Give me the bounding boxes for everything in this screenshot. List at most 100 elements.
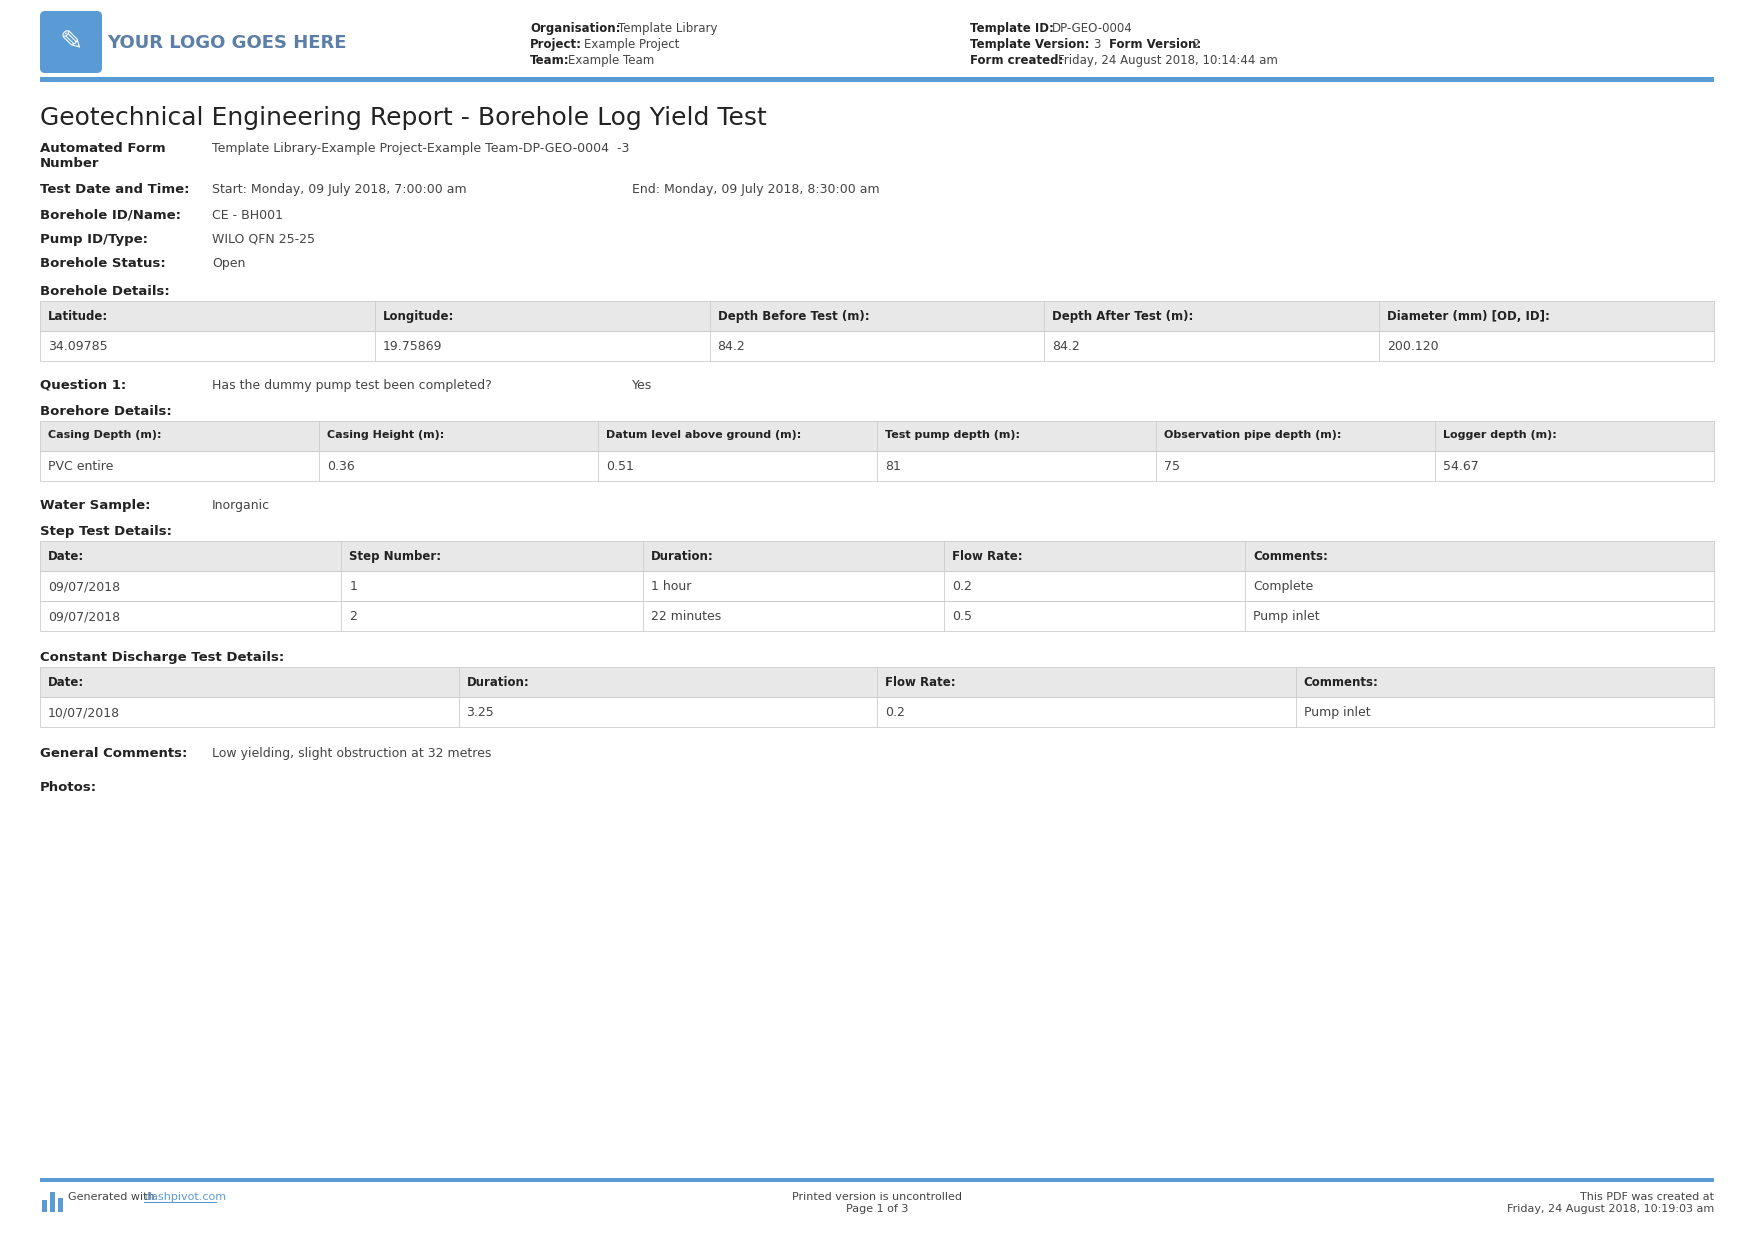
Text: 09/07/2018: 09/07/2018: [47, 610, 119, 622]
Text: Casing Height (m):: Casing Height (m):: [326, 430, 444, 440]
Bar: [58, 1198, 63, 1211]
Text: Borehole Status:: Borehole Status:: [40, 257, 165, 270]
Text: 1 hour: 1 hour: [651, 580, 691, 593]
Text: Latitude:: Latitude:: [47, 310, 109, 322]
Text: 09/07/2018: 09/07/2018: [47, 580, 119, 593]
Bar: [40, 570, 1714, 601]
Text: Start: Monday, 09 July 2018, 7:00:00 am: Start: Monday, 09 July 2018, 7:00:00 am: [212, 184, 467, 196]
Text: Template Version:: Template Version:: [970, 38, 1089, 51]
Text: 0.5: 0.5: [952, 610, 972, 622]
Text: Casing Depth (m):: Casing Depth (m):: [47, 430, 161, 440]
Bar: [40, 77, 1714, 82]
Text: 0.2: 0.2: [952, 580, 972, 593]
Text: Form Version:: Form Version:: [1109, 38, 1201, 51]
Text: This PDF was created at: This PDF was created at: [1580, 1192, 1714, 1202]
Bar: [40, 301, 1714, 331]
Text: Organisation:: Organisation:: [530, 22, 621, 35]
Text: 1: 1: [349, 580, 358, 593]
Text: Pump ID/Type:: Pump ID/Type:: [40, 233, 147, 246]
Text: Number: Number: [40, 157, 100, 170]
Text: Pump inlet: Pump inlet: [1303, 706, 1370, 719]
Text: Comments:: Comments:: [1254, 551, 1328, 563]
Text: WILO QFN 25-25: WILO QFN 25-25: [212, 233, 316, 246]
Bar: [40, 451, 1714, 481]
Text: Logger depth (m):: Logger depth (m):: [1444, 430, 1558, 440]
FancyBboxPatch shape: [40, 11, 102, 73]
Bar: [40, 541, 1714, 570]
Text: Template Library-Example Project-Example Team-DP-GEO-0004  -3: Template Library-Example Project-Example…: [212, 143, 630, 155]
Text: YOUR LOGO GOES HERE: YOUR LOGO GOES HERE: [107, 33, 347, 52]
Text: Team:: Team:: [530, 55, 570, 67]
Text: Friday, 24 August 2018, 10:14:44 am: Friday, 24 August 2018, 10:14:44 am: [1058, 55, 1279, 67]
Text: Complete: Complete: [1254, 580, 1314, 593]
Text: Low yielding, slight obstruction at 32 metres: Low yielding, slight obstruction at 32 m…: [212, 746, 491, 760]
Text: 3: 3: [1094, 38, 1109, 51]
Text: Friday, 24 August 2018, 10:19:03 am: Friday, 24 August 2018, 10:19:03 am: [1507, 1204, 1714, 1214]
Text: 54.67: 54.67: [1444, 460, 1479, 472]
Text: Duration:: Duration:: [651, 551, 714, 563]
Text: End: Monday, 09 July 2018, 8:30:00 am: End: Monday, 09 July 2018, 8:30:00 am: [631, 184, 879, 196]
Text: 84.2: 84.2: [717, 340, 745, 353]
Text: Date:: Date:: [47, 551, 84, 563]
Text: Example Team: Example Team: [568, 55, 654, 67]
Text: Inorganic: Inorganic: [212, 498, 270, 512]
Text: CE - BH001: CE - BH001: [212, 210, 282, 222]
Text: Question 1:: Question 1:: [40, 379, 126, 392]
Text: Step Number:: Step Number:: [349, 551, 442, 563]
Text: Depth After Test (m):: Depth After Test (m):: [1052, 310, 1194, 322]
Text: Pump inlet: Pump inlet: [1254, 610, 1321, 622]
Text: Yes: Yes: [631, 379, 652, 392]
Text: 75: 75: [1165, 460, 1180, 472]
Text: Water Sample:: Water Sample:: [40, 498, 151, 512]
Text: Borehole ID/Name:: Borehole ID/Name:: [40, 210, 181, 222]
Text: 10/07/2018: 10/07/2018: [47, 706, 119, 719]
Text: 84.2: 84.2: [1052, 340, 1080, 353]
Text: General Comments:: General Comments:: [40, 746, 188, 760]
Text: Photos:: Photos:: [40, 781, 96, 794]
Text: 34.09785: 34.09785: [47, 340, 107, 353]
Text: 0.36: 0.36: [326, 460, 354, 472]
Text: Longitude:: Longitude:: [382, 310, 454, 322]
Text: Flow Rate:: Flow Rate:: [952, 551, 1023, 563]
Text: Has the dummy pump test been completed?: Has the dummy pump test been completed?: [212, 379, 491, 392]
Text: 22 minutes: 22 minutes: [651, 610, 721, 622]
Text: Test pump depth (m):: Test pump depth (m):: [886, 430, 1021, 440]
Text: Template Library: Template Library: [617, 22, 717, 35]
Text: Generated with: Generated with: [68, 1192, 158, 1202]
Text: Duration:: Duration:: [467, 676, 530, 689]
Text: Constant Discharge Test Details:: Constant Discharge Test Details:: [40, 651, 284, 663]
Text: Observation pipe depth (m):: Observation pipe depth (m):: [1165, 430, 1342, 440]
Text: Depth Before Test (m):: Depth Before Test (m):: [717, 310, 870, 322]
Text: Comments:: Comments:: [1303, 676, 1379, 689]
Text: Template ID:: Template ID:: [970, 22, 1054, 35]
Text: PVC entire: PVC entire: [47, 460, 114, 472]
Text: Flow Rate:: Flow Rate:: [886, 676, 956, 689]
Text: 0.51: 0.51: [605, 460, 633, 472]
Text: Page 1 of 3: Page 1 of 3: [845, 1204, 909, 1214]
Bar: [40, 601, 1714, 631]
Text: 200.120: 200.120: [1387, 340, 1438, 353]
Text: 19.75869: 19.75869: [382, 340, 442, 353]
Text: Borehole Details:: Borehole Details:: [40, 285, 170, 298]
Text: Open: Open: [212, 257, 246, 270]
Text: Borehore Details:: Borehore Details:: [40, 405, 172, 418]
Text: Automated Form: Automated Form: [40, 143, 165, 155]
Text: Example Project: Example Project: [584, 38, 679, 51]
Text: Form created:: Form created:: [970, 55, 1063, 67]
Text: 2: 2: [349, 610, 358, 622]
Bar: [51, 1192, 54, 1211]
Text: Step Test Details:: Step Test Details:: [40, 525, 172, 538]
Text: dashpivot.com: dashpivot.com: [144, 1192, 226, 1202]
Text: Project:: Project:: [530, 38, 582, 51]
Text: Date:: Date:: [47, 676, 84, 689]
Text: Printed version is uncontrolled: Printed version is uncontrolled: [793, 1192, 961, 1202]
Text: DP-GEO-0004: DP-GEO-0004: [1052, 22, 1133, 35]
Text: 81: 81: [886, 460, 902, 472]
Bar: [40, 667, 1714, 697]
Bar: [40, 1178, 1714, 1182]
Bar: [40, 697, 1714, 727]
Text: 3.25: 3.25: [467, 706, 495, 719]
Text: ✎: ✎: [60, 29, 82, 56]
Bar: [42, 1200, 47, 1211]
Text: Datum level above ground (m):: Datum level above ground (m):: [605, 430, 802, 440]
